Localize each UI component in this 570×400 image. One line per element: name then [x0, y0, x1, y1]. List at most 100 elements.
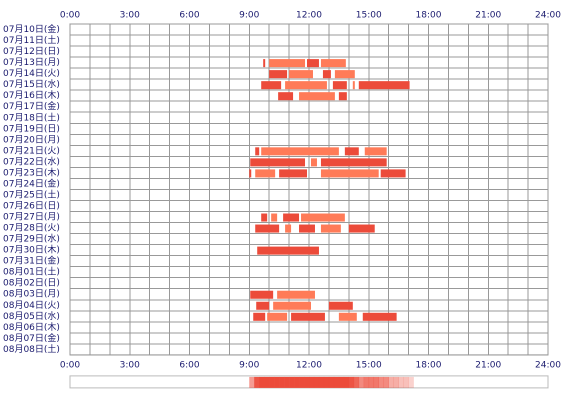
heat-cell	[294, 376, 300, 388]
row-label: 07月23日(木)	[3, 166, 60, 178]
heat-cell	[284, 376, 290, 388]
row-label: 07月31日(金)	[3, 255, 60, 267]
x-tick-label-top: 18:00	[416, 11, 442, 21]
heat-cell	[408, 376, 414, 388]
heat-cell	[254, 376, 260, 388]
activity-segment	[249, 169, 252, 178]
heat-cell	[323, 376, 330, 388]
heat-cell	[393, 376, 399, 388]
activity-segment	[261, 147, 339, 156]
heat-cell	[368, 376, 375, 388]
x-tick-label-bottom: 3:00	[120, 360, 140, 370]
heat-cell	[279, 376, 285, 388]
row-label: 07月17日(金)	[3, 100, 60, 112]
row-label: 08月01日(土)	[3, 266, 60, 278]
activity-segment	[283, 213, 300, 222]
activity-segment	[328, 301, 353, 310]
x-tick-label-bottom: 12:00	[296, 360, 322, 370]
x-tick-label-top: 0:00	[60, 11, 80, 21]
row-label: 07月11日(土)	[3, 34, 60, 46]
heat-cell	[328, 376, 335, 388]
row-label: 07月27日(月)	[3, 212, 60, 223]
activity-segment	[279, 169, 308, 178]
row-label: 07月15日(水)	[3, 78, 60, 90]
row-label: 07月13日(月)	[3, 57, 60, 68]
activity-segment	[250, 290, 274, 299]
activity-segment	[255, 224, 280, 233]
x-tick-label-bottom: 24:00	[535, 360, 561, 370]
activity-segment	[320, 59, 346, 68]
heat-cell	[398, 376, 404, 388]
row-label: 07月30日(木)	[3, 244, 60, 256]
x-tick-label-top: 24:00	[535, 11, 561, 21]
activity-segment	[299, 92, 335, 101]
activity-segment	[257, 246, 319, 255]
activity-segment	[338, 312, 357, 321]
row-label: 07月29日(水)	[3, 233, 60, 245]
row-label: 08月02日(日)	[3, 278, 60, 289]
heat-cell	[313, 376, 320, 388]
row-label: 08月06日(木)	[3, 321, 60, 333]
heat-cell	[338, 376, 345, 388]
heat-cell	[378, 376, 384, 388]
activity-segment	[267, 312, 288, 321]
row-label: 07月28日(火)	[3, 223, 60, 234]
row-label: 07月24日(金)	[3, 177, 60, 189]
activity-segment	[269, 59, 306, 68]
row-label: 07月12日(日)	[3, 46, 60, 57]
activity-segment	[269, 70, 288, 79]
x-tick-label-bottom: 0:00	[60, 360, 80, 370]
x-tick-label-top: 21:00	[475, 11, 501, 21]
heat-cell	[388, 376, 394, 388]
row-label: 07月21日(火)	[3, 145, 60, 156]
activity-segment	[320, 158, 387, 167]
heat-cell	[353, 376, 360, 388]
heat-cell	[289, 376, 295, 388]
activity-segment	[364, 147, 387, 156]
row-label: 08月05日(水)	[3, 310, 60, 322]
x-tick-label-bottom: 18:00	[416, 360, 442, 370]
row-label: 07月20日(月)	[3, 134, 60, 145]
activity-segment	[255, 169, 276, 178]
activity-segment	[250, 158, 306, 167]
activity-segment	[273, 301, 311, 310]
activity-segment	[362, 312, 397, 321]
heat-cell	[269, 376, 275, 388]
x-tick-label-top: 6:00	[179, 11, 199, 21]
x-tick-label-bottom: 6:00	[179, 360, 199, 370]
x-tick-label-top: 9:00	[239, 11, 259, 21]
activity-segment	[320, 169, 379, 178]
heat-cell	[274, 376, 280, 388]
heat-cell	[304, 376, 310, 388]
row-label: 08月07日(金)	[3, 332, 60, 344]
heat-cell	[343, 376, 350, 388]
activity-segment	[278, 92, 294, 101]
activity-segment	[307, 59, 319, 68]
heat-cell	[373, 376, 380, 388]
activity-segment	[261, 213, 268, 222]
activity-segment	[322, 70, 331, 79]
row-label: 07月19日(日)	[3, 123, 60, 134]
heat-cell	[318, 376, 325, 388]
activity-segment	[261, 81, 282, 90]
activity-segment	[352, 81, 355, 90]
row-label: 08月04日(火)	[3, 300, 60, 311]
activity-segment	[332, 81, 347, 90]
row-label: 07月14日(火)	[3, 68, 60, 79]
activity-segment	[380, 169, 406, 178]
heat-cell	[383, 376, 389, 388]
activity-segment	[256, 301, 270, 310]
heat-cell	[259, 376, 265, 388]
activity-segment	[285, 224, 292, 233]
row-label: 07月22日(水)	[3, 155, 60, 167]
activity-segment	[253, 312, 266, 321]
heat-cell	[403, 376, 409, 388]
activity-segment	[344, 147, 359, 156]
heat-cell	[333, 376, 340, 388]
activity-segment	[255, 147, 260, 156]
row-label: 07月25日(土)	[3, 188, 60, 200]
heat-cell	[363, 376, 370, 388]
row-label: 07月10日(金)	[3, 23, 60, 35]
heat-cell	[299, 376, 305, 388]
